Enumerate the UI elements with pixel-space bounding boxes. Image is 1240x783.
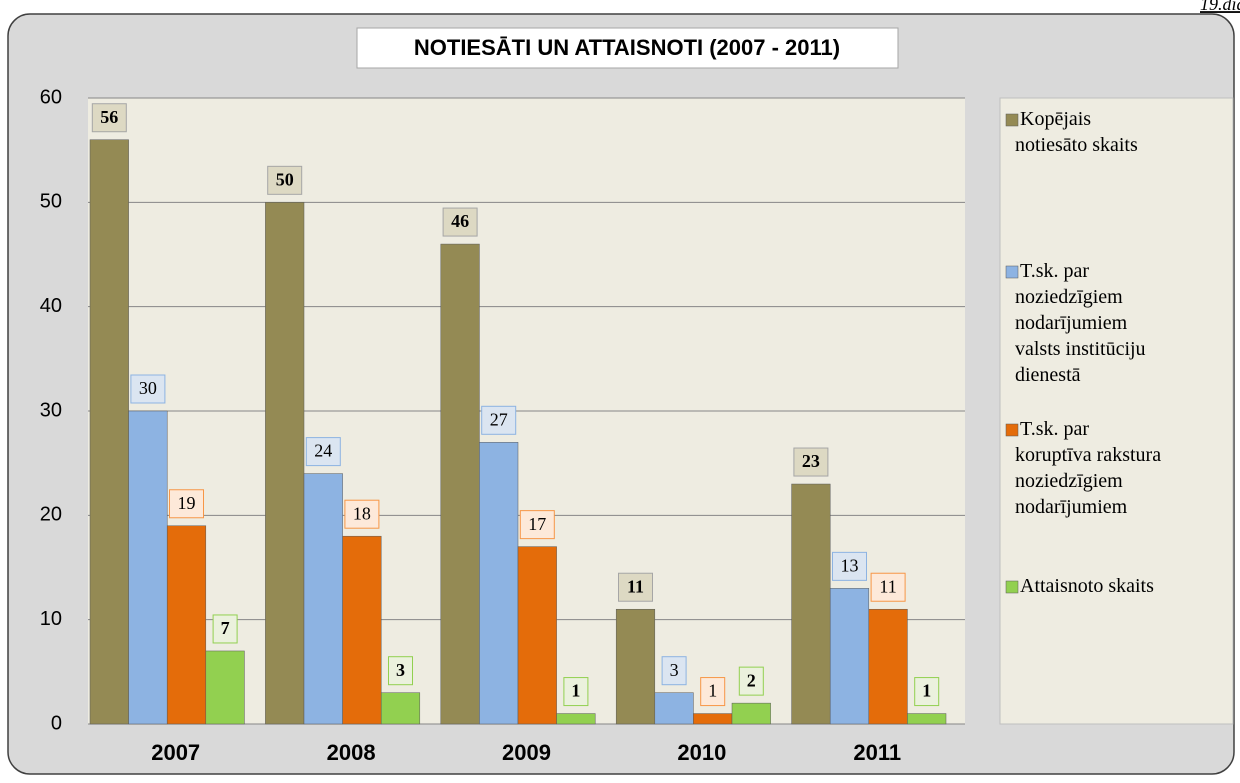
- caption: 19.diagramma: [1200, 0, 1240, 14]
- data-label-box: [91, 103, 127, 133]
- data-label: 1: [571, 681, 580, 701]
- data-label: 7: [221, 618, 230, 638]
- data-label: 56: [100, 107, 118, 127]
- data-label: 1: [708, 681, 717, 701]
- y-tick-label: 30: [40, 399, 62, 421]
- data-label: 30: [139, 378, 157, 398]
- data-label: 27: [490, 409, 508, 429]
- legend-swatch: [1005, 580, 1019, 594]
- data-label: 50: [276, 169, 294, 189]
- x-tick-label: 2011: [853, 740, 901, 765]
- legend-box: [999, 97, 1234, 725]
- data-label: 3: [396, 660, 405, 680]
- bar: [654, 692, 694, 725]
- bar: [380, 692, 421, 725]
- legend-swatch: [1005, 423, 1019, 437]
- legend-label: T.sk. par noziedzīgiem nodarījumiem vals…: [1010, 260, 1146, 386]
- title-box: [356, 27, 899, 69]
- data-label-box: [700, 677, 726, 707]
- y-tick-label: 0: [51, 712, 62, 734]
- data-label: 2: [747, 670, 756, 690]
- data-label: 1: [922, 681, 931, 701]
- bar: [556, 713, 596, 725]
- y-tick-label: 20: [40, 504, 62, 526]
- bar: [265, 202, 305, 725]
- legend-label: Kopējais notiesāto skaits: [1010, 108, 1138, 156]
- data-label: 46: [451, 211, 469, 231]
- bar: [128, 410, 168, 725]
- y-tick-label: 10: [40, 608, 62, 630]
- bar: [517, 546, 557, 725]
- data-label-box: [914, 677, 940, 707]
- bar: [89, 139, 129, 725]
- bar: [166, 525, 207, 725]
- bar: [868, 608, 908, 725]
- x-tick-label: 2007: [151, 740, 200, 765]
- data-label: 24: [314, 441, 332, 461]
- legend-label: Attaisnoto skaits: [1020, 575, 1154, 597]
- data-label-box: [870, 572, 906, 602]
- data-label-box: [130, 374, 166, 404]
- data-label: 3: [670, 660, 679, 680]
- data-label-box: [519, 510, 555, 540]
- bar: [615, 608, 656, 725]
- bar: [693, 713, 733, 725]
- bar: [829, 588, 870, 725]
- data-label: 11: [627, 576, 644, 596]
- data-label-box: [388, 656, 413, 686]
- bar: [907, 713, 947, 725]
- data-label-box: [212, 614, 238, 644]
- data-label: 18: [353, 503, 371, 523]
- data-label-box: [661, 656, 687, 686]
- x-tick-label: 2008: [327, 740, 376, 765]
- data-label: 19: [178, 493, 196, 513]
- bar: [731, 702, 771, 725]
- data-label-box: [618, 572, 653, 602]
- data-label-box: [442, 207, 478, 237]
- x-tick-label: 2010: [677, 740, 726, 765]
- data-label-box: [169, 489, 204, 519]
- y-tick-label: 60: [40, 86, 62, 108]
- data-label: 13: [841, 555, 859, 575]
- data-label: 17: [528, 514, 546, 534]
- bar: [205, 650, 245, 725]
- data-label-box: [832, 551, 867, 581]
- legend-swatch: [1005, 265, 1019, 279]
- data-label-box: [305, 437, 341, 467]
- data-label-box: [344, 499, 380, 529]
- bar: [440, 243, 480, 725]
- chart-title: NOTIESĀTI UN ATTAISNOTI (2007 - 2011): [414, 35, 840, 60]
- bar: [791, 483, 831, 725]
- y-tick-label: 50: [40, 191, 62, 213]
- data-label-box: [738, 666, 764, 696]
- data-label-box: [793, 447, 829, 477]
- legend-swatch: [1005, 113, 1019, 127]
- data-label-box: [267, 165, 303, 195]
- data-label-box: [481, 405, 517, 435]
- data-label-box: [563, 677, 589, 707]
- legend-label: T.sk. par koruptīva rakstura noziedzīgie…: [1010, 418, 1161, 518]
- bar: [303, 473, 343, 725]
- bar: [479, 442, 519, 725]
- bar: [342, 535, 382, 725]
- y-tick-label: 40: [40, 295, 62, 317]
- x-tick-label: 2009: [502, 740, 551, 765]
- data-label: 23: [802, 451, 820, 471]
- data-label: 11: [879, 576, 896, 596]
